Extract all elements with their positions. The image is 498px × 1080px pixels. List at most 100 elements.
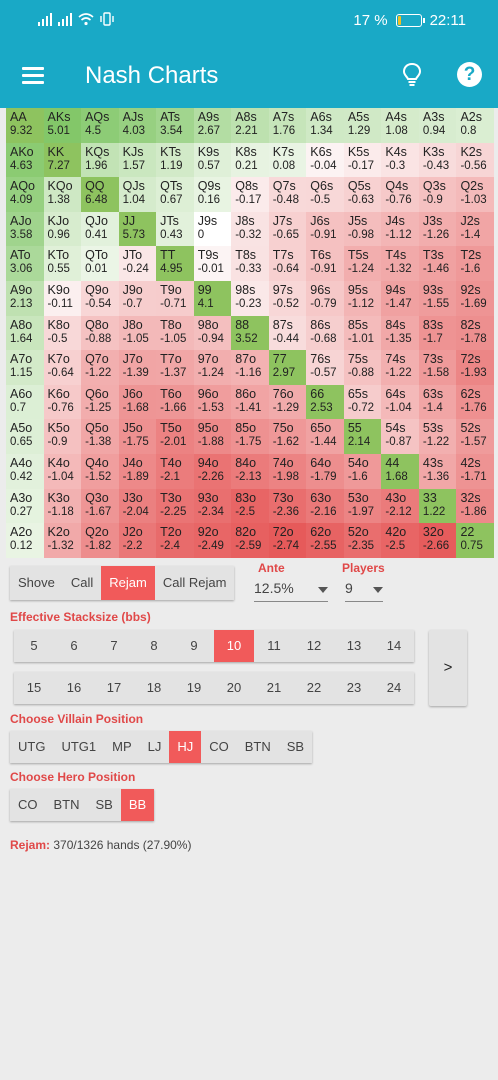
hand-cell-KJo[interactable]: KJo 0.96 — [43, 211, 82, 247]
hand-cell-63s[interactable]: 63s -1.4 — [418, 384, 457, 420]
hand-cell-54o[interactable]: 54o -1.6 — [343, 453, 382, 489]
hand-cell-63o[interactable]: 63o -2.16 — [306, 488, 344, 524]
stack-button-15[interactable]: 15 — [14, 672, 54, 704]
hand-cell-T8o[interactable]: T8o -1.05 — [156, 315, 194, 351]
hand-cell-AA[interactable]: AA 9.32 — [6, 108, 44, 143]
stack-button-16[interactable]: 16 — [54, 672, 94, 704]
hand-cell-Q7s[interactable]: Q7s -0.48 — [268, 177, 307, 212]
hand-cell-KTo[interactable]: KTo 0.55 — [43, 246, 82, 281]
hand-cell-98o[interactable]: 98o -0.94 — [193, 315, 232, 351]
hand-cell-Q8s[interactable]: Q8s -0.17 — [231, 177, 269, 212]
stack-button-22[interactable]: 22 — [294, 672, 334, 704]
action-button-shove[interactable]: Shove — [10, 566, 63, 600]
stack-button-10[interactable]: 10 — [214, 630, 254, 662]
hand-cell-A5o[interactable]: A5o 0.65 — [6, 419, 44, 454]
hand-cell-Q7o[interactable]: Q7o -1.22 — [81, 350, 119, 385]
stack-button-19[interactable]: 19 — [174, 672, 214, 704]
action-button-rejam[interactable]: Rejam — [101, 566, 155, 600]
hand-cell-73o[interactable]: 73o -2.36 — [268, 488, 307, 524]
hand-cell-A2s[interactable]: A2s 0.8 — [456, 108, 494, 143]
villain-button-co[interactable]: CO — [201, 731, 237, 763]
hand-cell-72s[interactable]: 72s -1.93 — [456, 350, 494, 385]
stack-button-18[interactable]: 18 — [134, 672, 174, 704]
hand-cell-QQ[interactable]: QQ 6.48 — [81, 177, 119, 212]
hand-cell-QTo[interactable]: QTo 0.01 — [81, 246, 119, 281]
stack-button-7[interactable]: 7 — [94, 630, 134, 662]
stack-button-20[interactable]: 20 — [214, 672, 254, 704]
hand-cell-A6s[interactable]: A6s 1.34 — [306, 108, 344, 143]
action-button-call-rejam[interactable]: Call Rejam — [154, 566, 235, 600]
hand-cell-Q6o[interactable]: Q6o -1.25 — [81, 384, 119, 420]
next-stacks-button[interactable]: > — [429, 630, 467, 706]
hand-cell-JTs[interactable]: JTs 0.43 — [156, 211, 194, 247]
stack-button-24[interactable]: 24 — [374, 672, 414, 704]
hand-cell-A7s[interactable]: A7s 1.76 — [268, 108, 307, 143]
hand-cell-76s[interactable]: 76s -0.57 — [306, 350, 344, 385]
stack-button-13[interactable]: 13 — [334, 630, 374, 662]
hand-cell-J3s[interactable]: J3s -1.26 — [418, 211, 457, 247]
hand-cell-92s[interactable]: 92s -1.69 — [456, 280, 494, 316]
hand-cell-J7o[interactable]: J7o -1.39 — [118, 350, 157, 385]
hand-cell-K9o[interactable]: K9o -0.11 — [43, 280, 82, 316]
hand-cell-66[interactable]: 66 2.53 — [306, 384, 344, 420]
hand-cell-T6s[interactable]: T6s -0.91 — [306, 246, 344, 281]
hand-cell-KK[interactable]: KK 7.27 — [43, 142, 82, 178]
stack-button-6[interactable]: 6 — [54, 630, 94, 662]
hand-cell-AJs[interactable]: AJs 4.03 — [118, 108, 157, 143]
hand-cell-A8s[interactable]: A8s 2.21 — [231, 108, 269, 143]
hand-cell-J6s[interactable]: J6s -0.91 — [306, 211, 344, 247]
hand-cell-KJs[interactable]: KJs 1.57 — [118, 142, 157, 178]
action-button-call[interactable]: Call — [62, 566, 102, 600]
hand-cell-K7o[interactable]: K7o -0.64 — [43, 350, 82, 385]
hand-cell-K4s[interactable]: K4s -0.3 — [381, 142, 419, 178]
hero-button-co[interactable]: CO — [10, 789, 46, 821]
hand-cell-52o[interactable]: 52o -2.35 — [343, 523, 382, 558]
hand-cell-K3s[interactable]: K3s -0.43 — [418, 142, 457, 178]
hand-cell-62o[interactable]: 62o -2.55 — [306, 523, 344, 558]
hand-cell-QJo[interactable]: QJo 0.41 — [81, 211, 119, 247]
menu-icon[interactable] — [22, 67, 44, 84]
hand-cell-J2s[interactable]: J2s -1.4 — [456, 211, 494, 247]
hand-cell-AQo[interactable]: AQo 4.09 — [6, 177, 44, 212]
hand-cell-32o[interactable]: 32o -2.66 — [418, 523, 457, 558]
hand-cell-ATo[interactable]: ATo 3.06 — [6, 246, 44, 281]
hand-cell-K7s[interactable]: K7s 0.08 — [268, 142, 307, 178]
hand-cell-AQs[interactable]: AQs 4.5 — [81, 108, 119, 143]
hand-cell-J8o[interactable]: J8o -1.05 — [118, 315, 157, 351]
hand-cell-J7s[interactable]: J7s -0.65 — [268, 211, 307, 247]
villain-button-lj[interactable]: LJ — [139, 731, 170, 763]
hand-cell-J2o[interactable]: J2o -2.2 — [118, 523, 157, 558]
hand-cell-87s[interactable]: 87s -0.44 — [268, 315, 307, 351]
hand-cell-Q3o[interactable]: Q3o -1.67 — [81, 488, 119, 524]
hand-cell-A3o[interactable]: A3o 0.27 — [6, 488, 44, 524]
hand-cell-74s[interactable]: 74s -1.22 — [381, 350, 419, 385]
hand-cell-K4o[interactable]: K4o -1.04 — [43, 453, 82, 489]
hand-cell-76o[interactable]: 76o -1.29 — [268, 384, 307, 420]
hand-cell-T5o[interactable]: T5o -2.01 — [156, 419, 194, 454]
ante-dropdown[interactable]: 12.5% — [254, 580, 328, 602]
hand-cell-93o[interactable]: 93o -2.34 — [193, 488, 232, 524]
hand-cell-A9o[interactable]: A9o 2.13 — [6, 280, 44, 316]
hand-cell-75s[interactable]: 75s -0.88 — [343, 350, 382, 385]
hand-cell-ATs[interactable]: ATs 3.54 — [156, 108, 194, 143]
hand-cell-QJs[interactable]: QJs 1.04 — [118, 177, 157, 212]
hand-cell-T3o[interactable]: T3o -2.25 — [156, 488, 194, 524]
hand-cell-84s[interactable]: 84s -1.35 — [381, 315, 419, 351]
hand-cell-73s[interactable]: 73s -1.58 — [418, 350, 457, 385]
hand-cell-Q5o[interactable]: Q5o -1.38 — [81, 419, 119, 454]
hand-cell-T7o[interactable]: T7o -1.37 — [156, 350, 194, 385]
hand-cell-85s[interactable]: 85s -1.01 — [343, 315, 382, 351]
hand-cell-K3o[interactable]: K3o -1.18 — [43, 488, 82, 524]
hand-cell-K5o[interactable]: K5o -0.9 — [43, 419, 82, 454]
hand-cell-TT[interactable]: TT 4.95 — [156, 246, 194, 281]
hand-cell-64s[interactable]: 64s -1.04 — [381, 384, 419, 420]
hand-cell-83s[interactable]: 83s -1.7 — [418, 315, 457, 351]
hand-cell-74o[interactable]: 74o -1.98 — [268, 453, 307, 489]
hand-cell-97o[interactable]: 97o -1.24 — [193, 350, 232, 385]
villain-button-hj[interactable]: HJ — [169, 731, 202, 763]
hand-cell-92o[interactable]: 92o -2.49 — [193, 523, 232, 558]
hand-cell-T4o[interactable]: T4o -2.1 — [156, 453, 194, 489]
hand-cell-K6s[interactable]: K6s -0.04 — [306, 142, 344, 178]
hand-cell-T8s[interactable]: T8s -0.33 — [231, 246, 269, 281]
villain-button-sb[interactable]: SB — [278, 731, 313, 763]
